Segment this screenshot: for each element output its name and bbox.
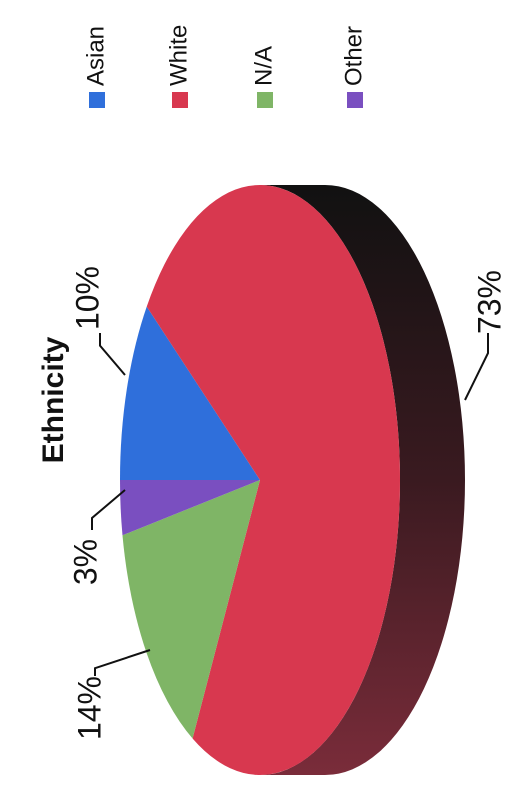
data-label: 73%: [471, 270, 507, 334]
pie-side: [260, 185, 465, 775]
pie-slice: [120, 306, 260, 480]
legend-swatch: [257, 92, 273, 108]
pie-slice: [146, 185, 400, 775]
data-label: 14%: [71, 676, 107, 740]
pie-slice: [122, 480, 260, 739]
leader-line: [94, 649, 151, 676]
legend-label: White: [165, 25, 192, 86]
data-label: 3%: [67, 539, 103, 585]
leader-line: [99, 333, 126, 376]
legend-swatch: [89, 92, 105, 108]
legend-label: Other: [340, 26, 367, 86]
pie-slice: [120, 480, 260, 536]
leader-line: [464, 333, 489, 401]
legend-label: Asian: [82, 26, 109, 86]
data-label: 10%: [69, 266, 105, 330]
legend-swatch: [347, 92, 363, 108]
leader-line: [91, 489, 126, 530]
chart-title: Ethnicity: [37, 336, 70, 463]
legend-label: N/A: [250, 46, 277, 86]
legend-swatch: [172, 92, 188, 108]
rotated-chart: Ethnicity 10% 73% 14% 3% Asian White N/A Other: [37, 25, 507, 775]
